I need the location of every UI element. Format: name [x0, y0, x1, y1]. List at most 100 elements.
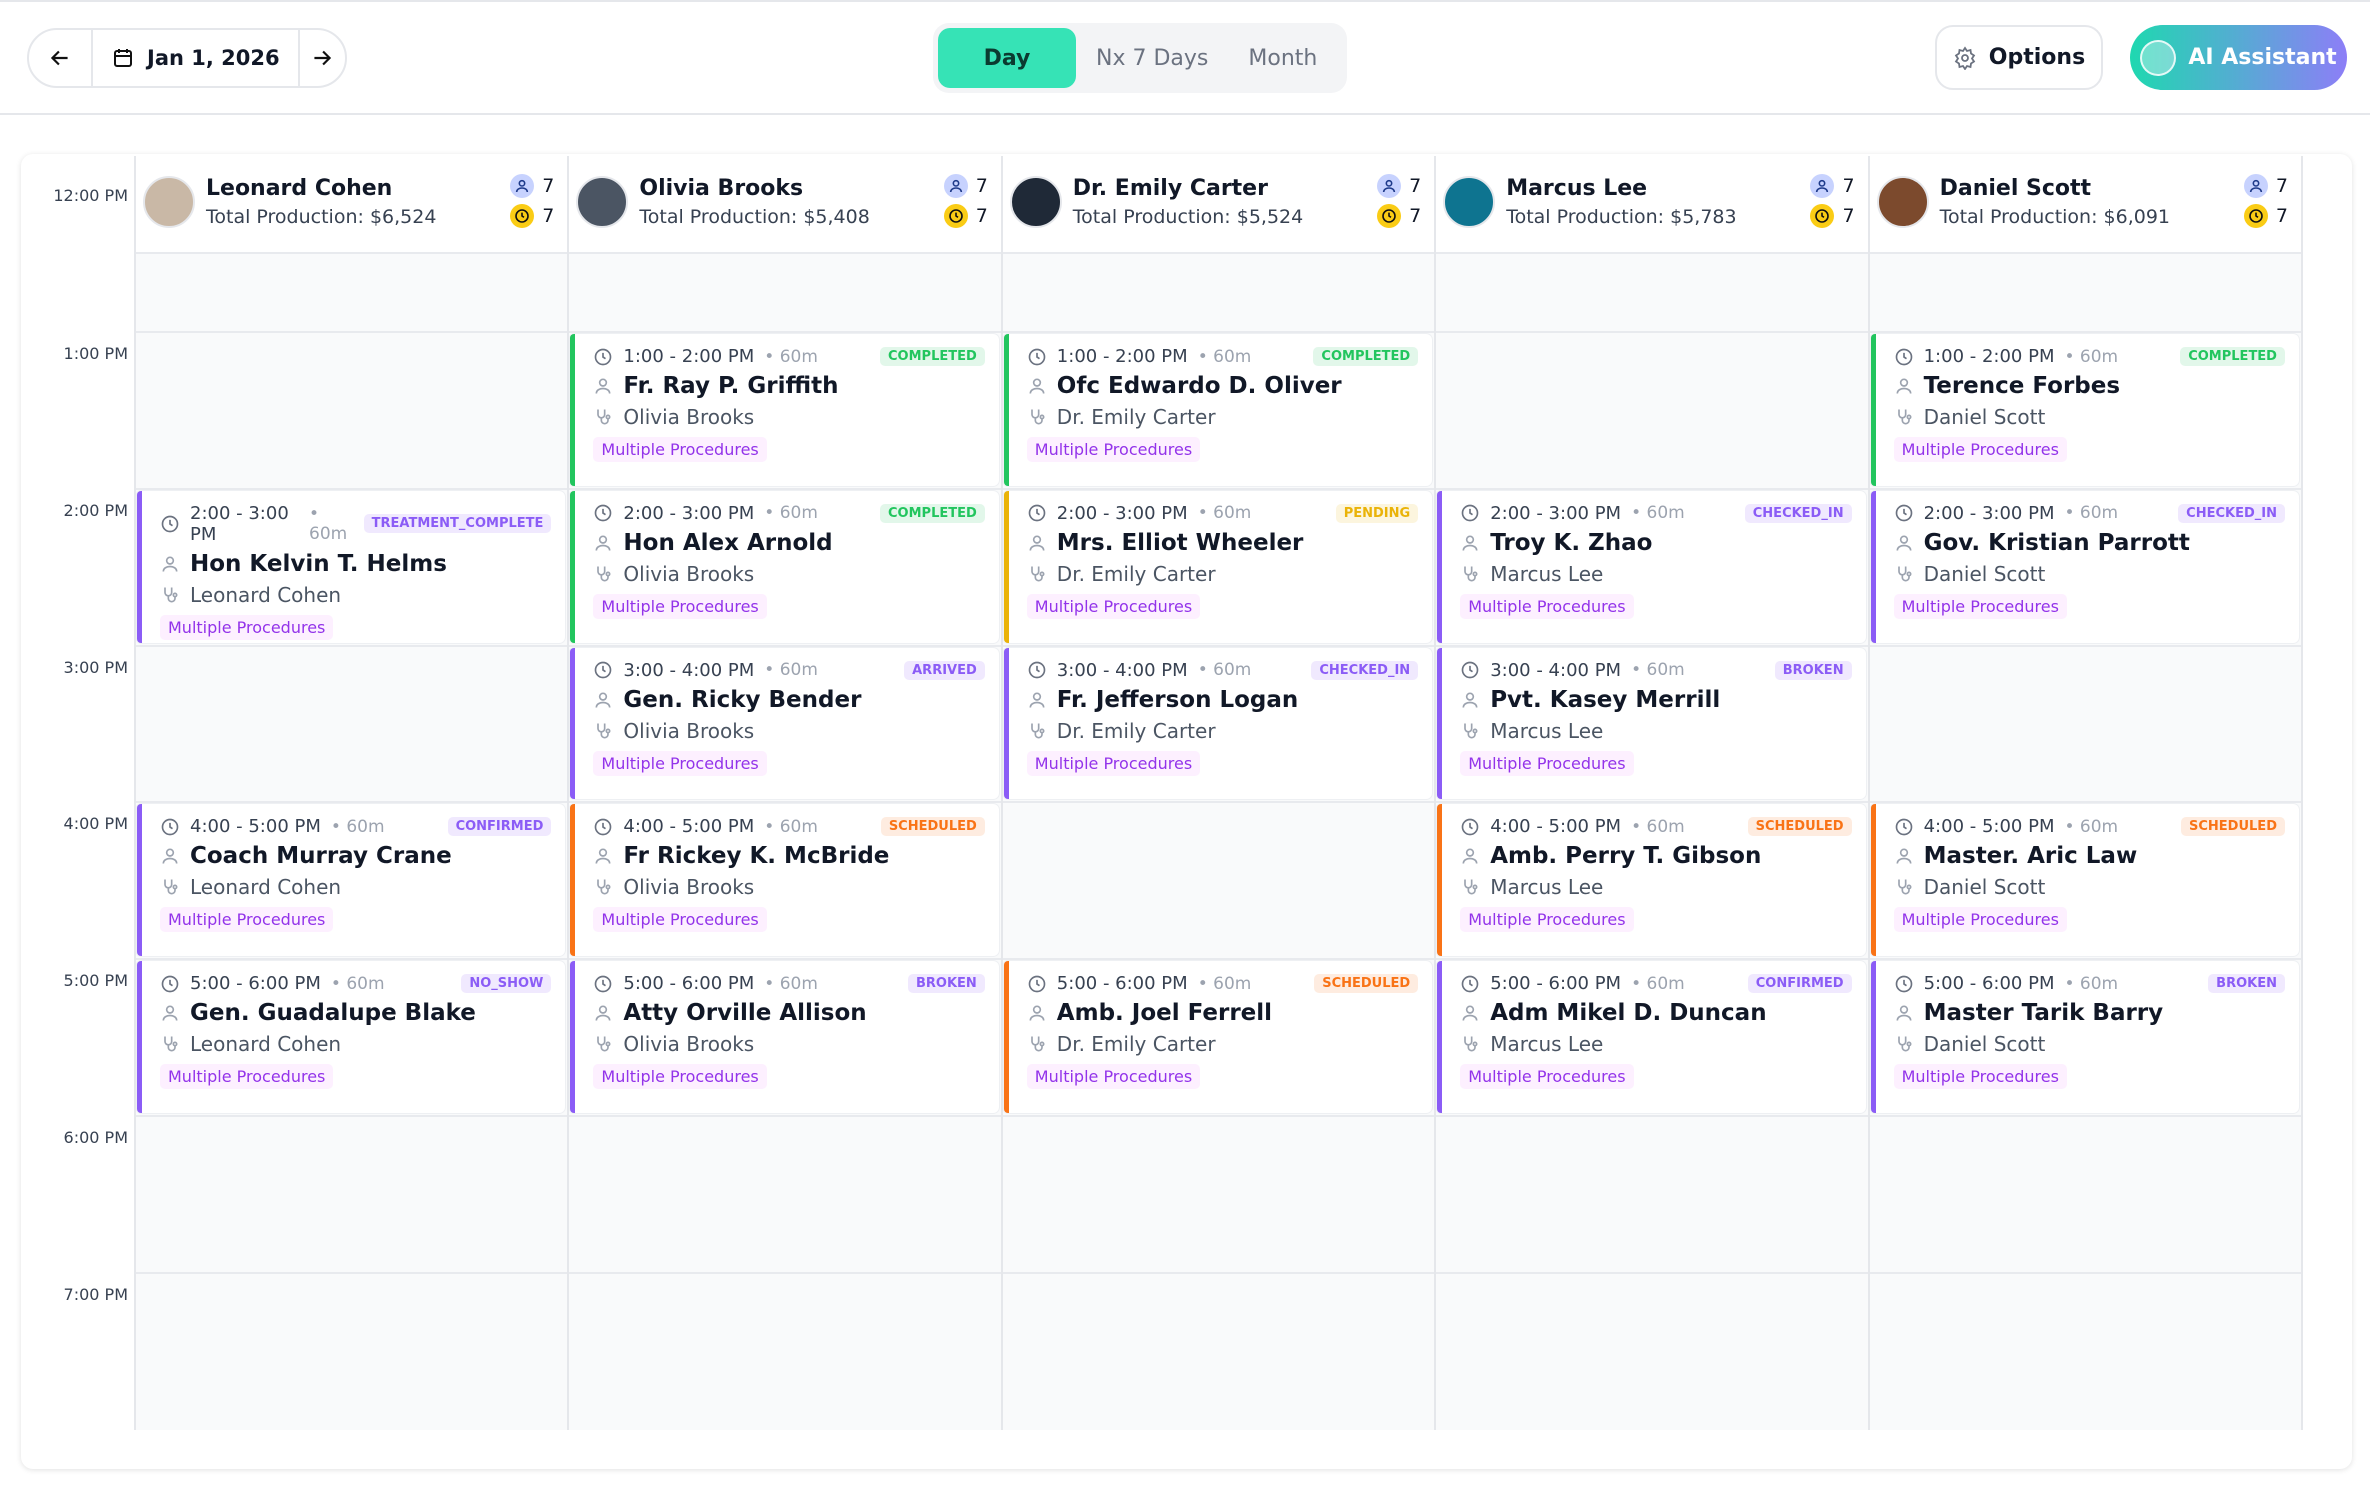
- icon: [593, 347, 613, 367]
- patient-row: Master Tarik Barry: [1894, 1000, 2285, 1026]
- icon: [1894, 376, 1914, 396]
- icon: [1460, 1003, 1480, 1023]
- appointment-card[interactable]: 2:00 - 3:00 PM 60m TREATMENT_COMPLETE Hon K…: [137, 490, 566, 643]
- hour-icon: [2243, 204, 2268, 228]
- appointment-card[interactable]: 3:00 - 4:00 PM 60m ARRIVED Gen. Ricky Bende…: [570, 647, 999, 800]
- time-row: 4:00 - 5:00 PM 60m SCHEDULED: [593, 816, 985, 837]
- appointment-card[interactable]: 5:00 - 6:00 PM 60m BROKEN Master Tarik Barr…: [1870, 961, 2299, 1113]
- prev-button[interactable]: [29, 30, 91, 86]
- hour-count: 7: [943, 204, 988, 228]
- procedures-tag: Multiple Procedures: [1893, 593, 2067, 619]
- hour-count: 7: [510, 204, 554, 228]
- appointment-duration: 60m: [1198, 347, 1251, 367]
- appointment-card[interactable]: 2:00 - 3:00 PM 60m PENDING Mrs. Elliot Whee…: [1003, 490, 1433, 643]
- procedures-tag: Multiple Procedures: [160, 614, 334, 640]
- patient-name: Mrs. Elliot Wheeler: [1056, 529, 1304, 556]
- patient-name: Master Tarik Barry: [1923, 1000, 2164, 1027]
- doctor-row: Olivia Brooks: [593, 1032, 984, 1056]
- icon: [593, 721, 613, 741]
- view-tab[interactable]: Day: [938, 28, 1076, 88]
- patient-name: Adm Mikel D. Duncan: [1490, 1000, 1767, 1027]
- appointment-card[interactable]: 4:00 - 5:00 PM 60m SCHEDULED Master. Aric L…: [1870, 804, 2299, 957]
- appointment-time: 1:00 - 2:00 PM: [1923, 346, 2055, 367]
- column-line: [1434, 156, 1437, 1430]
- patient-name: Amb. Perry T. Gibson: [1490, 843, 1762, 870]
- provider-header: Leonard Cohen Total Production: $6,524 7 7: [135, 156, 568, 252]
- patient-row: Adm Mikel D. Duncan: [1460, 1000, 1851, 1026]
- doctor-name: Marcus Lee: [1490, 875, 1604, 900]
- icon: [1460, 817, 1480, 837]
- status-badge: CONFIRMED: [1747, 974, 1852, 994]
- ai-assistant-button[interactable]: AI Assistant: [2130, 25, 2347, 90]
- appointment-card[interactable]: 3:00 - 4:00 PM 60m BROKEN Pvt. Kasey Merril…: [1437, 647, 1866, 800]
- provider-header: Olivia Brooks Total Production: $5,408 7 7: [568, 156, 1001, 252]
- appointment-card[interactable]: 1:00 - 2:00 PM 60m COMPLETED Ofc Edwardo D.…: [1003, 334, 1433, 486]
- appointment-card[interactable]: 3:00 - 4:00 PM 60m CHECKED_IN Fr. Jefferson…: [1003, 647, 1433, 800]
- hour-line: [135, 1271, 2302, 1274]
- procedures-tag: Multiple Procedures: [1460, 907, 1634, 933]
- doctor-row: Dr. Emily Carter: [1027, 719, 1418, 743]
- time-row: 2:00 - 3:00 PM 60m PENDING: [1027, 503, 1419, 524]
- header-line: [135, 252, 2302, 254]
- appointment-card[interactable]: 4:00 - 5:00 PM 60m SCHEDULED Fr Rickey K. M…: [570, 804, 999, 957]
- appointment-card[interactable]: 5:00 - 6:00 PM 60m BROKEN Atty Orville Alli…: [570, 961, 999, 1113]
- status-badge: CONFIRMED: [447, 817, 552, 837]
- appointment-duration: 60m: [764, 347, 818, 367]
- appointment-card[interactable]: 2:00 - 3:00 PM 60m CHECKED_IN Gov. Kristian…: [1870, 490, 2299, 643]
- time-row: 2:00 - 3:00 PM 60m CHECKED_IN: [1460, 503, 1852, 524]
- patient-name: Hon Alex Arnold: [623, 529, 833, 556]
- procedures-tag: Multiple Procedures: [1893, 437, 2067, 462]
- appointment-time: 4:00 - 5:00 PM: [1490, 816, 1622, 838]
- view-tab[interactable]: Nx 7 Days: [1096, 45, 1209, 71]
- doctor-row: Leonard Cohen: [160, 875, 551, 899]
- provider-production: Total Production: $6,524: [206, 206, 437, 228]
- time-row: 5:00 - 6:00 PM 60m CONFIRMED: [1460, 973, 1852, 995]
- next-button[interactable]: [300, 30, 345, 86]
- time-label: 4:00 PM: [63, 814, 128, 834]
- procedures-tag: Multiple Procedures: [1026, 1064, 1201, 1090]
- doctor-row: Olivia Brooks: [593, 719, 984, 743]
- options-label: Options: [1988, 45, 2086, 70]
- date-picker[interactable]: Jan 1, 2026: [93, 30, 298, 86]
- time-row: 3:00 - 4:00 PM 60m ARRIVED: [593, 660, 985, 681]
- view-tab[interactable]: Month: [1248, 45, 1318, 71]
- patient-count-value: 7: [1409, 175, 1422, 197]
- patient-row: Amb. Perry T. Gibson: [1460, 843, 1851, 869]
- appointment-card[interactable]: 4:00 - 5:00 PM 60m SCHEDULED Amb. Perry T. …: [1437, 804, 1866, 957]
- appointment-time: 3:00 - 4:00 PM: [1056, 659, 1188, 681]
- patient-name: Fr Rickey K. McBride: [623, 843, 890, 870]
- appointment-card[interactable]: 5:00 - 6:00 PM 60m CONFIRMED Adm Mikel D. D…: [1437, 961, 1866, 1113]
- hour-count: 7: [2243, 204, 2288, 228]
- appointment-card[interactable]: 4:00 - 5:00 PM 60m CONFIRMED Coach Murray C…: [137, 804, 566, 957]
- appointment-card[interactable]: 1:00 - 2:00 PM 60m COMPLETED Fr. Ray P. Gri…: [570, 334, 999, 486]
- appointment-duration: 60m: [2064, 974, 2118, 994]
- appointment-card[interactable]: 2:00 - 3:00 PM 60m COMPLETED Hon Alex Arnol…: [570, 490, 999, 643]
- hour-count-value: 7: [542, 205, 555, 227]
- column-line: [1867, 156, 1870, 1430]
- procedures-tag: Multiple Procedures: [1026, 437, 1201, 462]
- options-button[interactable]: Options: [1935, 25, 2103, 90]
- time-row: 2:00 - 3:00 PM 60m TREATMENT_COMPLETE: [160, 503, 552, 545]
- provider-production: Total Production: $5,524: [1072, 206, 1304, 228]
- patient-count: 7: [2243, 174, 2288, 198]
- patient-icon: [2243, 174, 2268, 198]
- time-row: 2:00 - 3:00 PM 60m COMPLETED: [593, 503, 985, 524]
- appointment-time: 5:00 - 6:00 PM: [1490, 973, 1622, 995]
- doctor-name: Marcus Lee: [1490, 718, 1604, 743]
- icon: [1027, 347, 1047, 367]
- patient-count: 7: [1810, 174, 1855, 198]
- provider-name: Olivia Brooks: [639, 176, 804, 201]
- doctor-row: Leonard Cohen: [160, 583, 551, 607]
- hour-count: 7: [1377, 204, 1421, 228]
- doctor-name: Daniel Scott: [1923, 875, 2046, 900]
- appointment-card[interactable]: 1:00 - 2:00 PM 60m COMPLETED Terence Forbes…: [1870, 334, 2299, 486]
- appointment-card[interactable]: 2:00 - 3:00 PM 60m CHECKED_IN Troy K. Zhao M…: [1437, 490, 1866, 643]
- appointment-card[interactable]: 5:00 - 6:00 PM 60m NO_SHOW Gen. Guadalupe B…: [137, 961, 566, 1113]
- appointment-time: 4:00 - 5:00 PM: [190, 816, 321, 838]
- appointment-duration: 60m: [2064, 817, 2118, 837]
- icon: [1894, 347, 1914, 367]
- icon: [1027, 564, 1047, 584]
- procedures-tag: Multiple Procedures: [1460, 750, 1634, 776]
- appointment-card[interactable]: 5:00 - 6:00 PM 60m SCHEDULED Amb. Joel Ferr…: [1003, 961, 1433, 1113]
- time-row: 5:00 - 6:00 PM 60m BROKEN: [1894, 973, 2285, 994]
